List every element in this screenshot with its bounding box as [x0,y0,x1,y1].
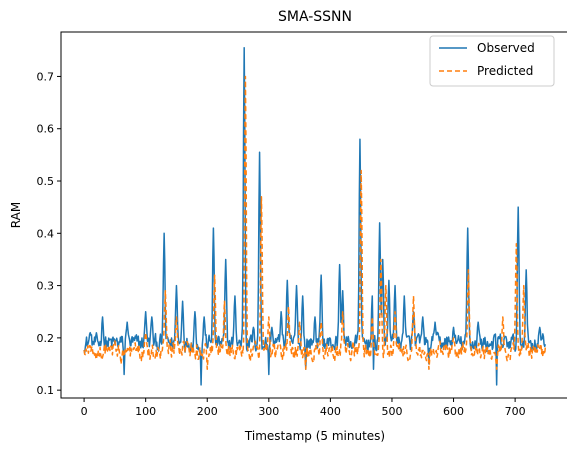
x-tick-label: 600 [443,405,464,418]
legend-label-predicted: Predicted [477,64,533,78]
x-tick-label: 700 [505,405,526,418]
y-axis-label: RAM [9,202,23,228]
x-tick-label: 400 [320,405,341,418]
axes-frame [60,31,567,399]
x-tick-label: 100 [135,405,156,418]
y-axis: 0.1 0.2 0.3 0.4 0.5 0.6 0.7 [37,70,61,397]
y-tick-label: 0.4 [37,227,55,240]
x-tick-label: 0 [81,405,88,418]
x-axis-label: Timestamp (5 minutes) [244,429,385,443]
chart-title: SMA-SSNN [278,9,352,25]
legend: Observed Predicted [429,35,555,87]
legend-label-observed: Observed [477,41,535,55]
y-tick-label: 0.6 [37,123,55,136]
x-tick-label: 200 [197,405,218,418]
series-line-predicted [83,75,547,370]
x-tick-label: 500 [381,405,402,418]
plot-area [60,31,567,399]
series-line-observed [83,46,547,386]
y-tick-label: 0.2 [37,332,55,345]
y-tick-label: 0.3 [37,280,55,293]
x-tick-label: 300 [258,405,279,418]
x-axis: 0 100 200 300 400 500 600 700 [81,398,526,418]
y-tick-label: 0.1 [37,384,55,397]
y-tick-label: 0.7 [37,70,55,83]
y-tick-label: 0.5 [37,175,55,188]
